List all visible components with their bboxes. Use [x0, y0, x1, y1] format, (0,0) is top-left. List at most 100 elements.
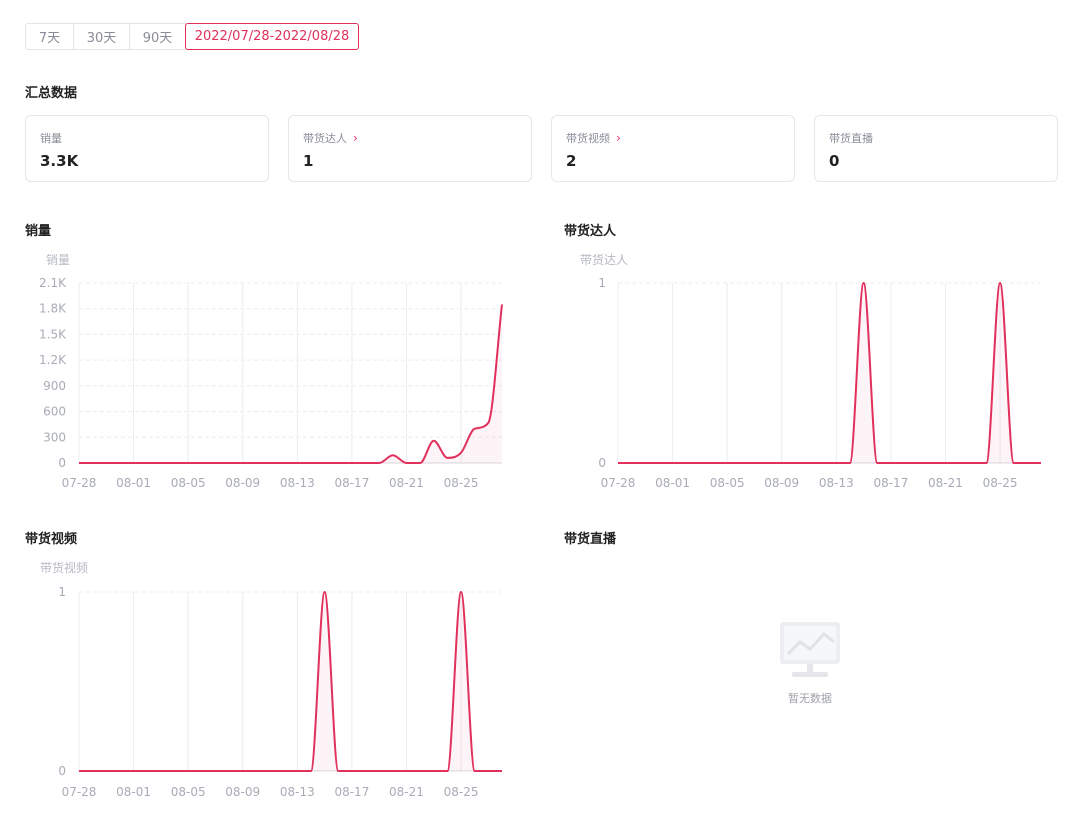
y-tick-label: 600: [43, 405, 66, 419]
y-tick-label: 1: [58, 585, 66, 599]
y-axis-title: 带货达人: [580, 252, 628, 267]
data-point[interactable]: [376, 768, 382, 774]
x-tick-label: 08-01: [655, 476, 690, 490]
data-point[interactable]: [308, 768, 314, 774]
data-point[interactable]: [117, 768, 123, 774]
x-tick-label: 08-25: [444, 785, 479, 799]
card-label: 带货直播: [829, 132, 873, 145]
y-tick-label: 0: [58, 764, 66, 778]
series-area: [618, 283, 1041, 463]
y-tick-label: 1.2K: [39, 353, 67, 367]
tab-custom-range[interactable]: 2022/07/28-2022/08/28: [185, 23, 359, 50]
data-point[interactable]: [417, 768, 423, 774]
data-point[interactable]: [240, 768, 246, 774]
chevron-right-icon[interactable]: ›: [353, 131, 358, 145]
card-value: 1: [303, 152, 314, 170]
data-point[interactable]: [472, 768, 478, 774]
card-videos[interactable]: 带货视频 › 2: [551, 115, 795, 182]
data-point[interactable]: [267, 768, 273, 774]
data-point[interactable]: [103, 768, 109, 774]
series-line: [618, 281, 1041, 464]
tab-30-days[interactable]: 30天: [73, 23, 130, 50]
data-point[interactable]: [458, 589, 464, 595]
y-tick-label: 1: [598, 276, 606, 290]
y-tick-label: 1.5K: [39, 327, 67, 341]
x-tick-label: 08-17: [334, 785, 369, 799]
data-point[interactable]: [226, 768, 232, 774]
date-range-tabs: 7天 30天 90天 2022/07/28-2022/08/28: [25, 23, 359, 50]
data-point[interactable]: [444, 768, 450, 774]
x-tick-label: 08-13: [280, 785, 315, 799]
data-point[interactable]: [431, 768, 437, 774]
data-point[interactable]: [253, 768, 259, 774]
summary-title: 汇总数据: [25, 86, 78, 101]
y-axis-title: 销量: [46, 253, 70, 267]
data-point[interactable]: [390, 768, 396, 774]
data-point[interactable]: [335, 768, 341, 774]
videos-section-title: 带货视频: [25, 532, 78, 547]
x-tick-label: 08-17: [334, 476, 369, 490]
data-point[interactable]: [172, 768, 178, 774]
card-label: 带货达人: [303, 132, 347, 145]
data-point[interactable]: [131, 768, 137, 774]
x-tick-label: 07-28: [62, 476, 97, 490]
x-tick-label: 08-21: [928, 476, 963, 490]
live-section-title: 带货直播: [564, 532, 617, 547]
card-creators[interactable]: 带货达人 › 1: [288, 115, 532, 182]
data-point[interactable]: [76, 768, 82, 774]
y-tick-label: 0: [598, 456, 606, 470]
data-point[interactable]: [144, 768, 150, 774]
data-point[interactable]: [281, 768, 287, 774]
data-point[interactable]: [294, 768, 300, 774]
data-point[interactable]: [199, 768, 205, 774]
data-point[interactable]: [185, 768, 191, 774]
data-point[interactable]: [499, 768, 505, 774]
x-tick-label: 08-21: [389, 476, 424, 490]
y-tick-label: 0: [58, 456, 66, 470]
chart-placeholder-icon: [780, 622, 840, 677]
x-tick-label: 08-01: [116, 476, 151, 490]
card-value: 2: [566, 152, 577, 170]
x-tick-label: 08-13: [280, 476, 315, 490]
data-point[interactable]: [158, 768, 164, 774]
chevron-right-icon[interactable]: ›: [616, 131, 621, 145]
sales-section-title: 销量: [25, 224, 52, 239]
data-point[interactable]: [212, 768, 218, 774]
card-label: 带货视频: [566, 132, 610, 145]
card-label: 销量: [40, 132, 62, 145]
y-tick-label: 300: [43, 430, 66, 444]
data-point[interactable]: [322, 589, 328, 595]
x-tick-label: 08-25: [983, 476, 1018, 490]
y-tick-label: 2.1K: [39, 276, 67, 290]
data-point[interactable]: [485, 768, 491, 774]
data-point[interactable]: [349, 768, 355, 774]
card-value: 0: [829, 152, 840, 170]
series-line: [79, 304, 503, 464]
series-area: [79, 592, 502, 771]
tab-90-days[interactable]: 90天: [129, 23, 186, 50]
data-point[interactable]: [363, 768, 369, 774]
x-tick-label: 08-05: [710, 476, 745, 490]
y-axis-title: 带货视频: [40, 560, 88, 575]
x-tick-label: 08-05: [171, 476, 206, 490]
empty-message: 暂无数据: [788, 692, 832, 705]
x-tick-label: 08-13: [819, 476, 854, 490]
x-tick-label: 08-09: [225, 785, 260, 799]
x-tick-label: 08-21: [389, 785, 424, 799]
x-tick-label: 08-17: [873, 476, 908, 490]
live-empty-state: 暂无数据: [740, 620, 880, 706]
y-tick-label: 900: [43, 379, 66, 393]
x-tick-label: 07-28: [62, 785, 97, 799]
data-point[interactable]: [403, 768, 409, 774]
x-tick-label: 08-05: [171, 785, 206, 799]
tab-7-days[interactable]: 7天: [25, 23, 74, 50]
x-tick-label: 08-09: [764, 476, 799, 490]
data-point[interactable]: [90, 768, 96, 774]
y-tick-label: 1.8K: [39, 302, 67, 316]
